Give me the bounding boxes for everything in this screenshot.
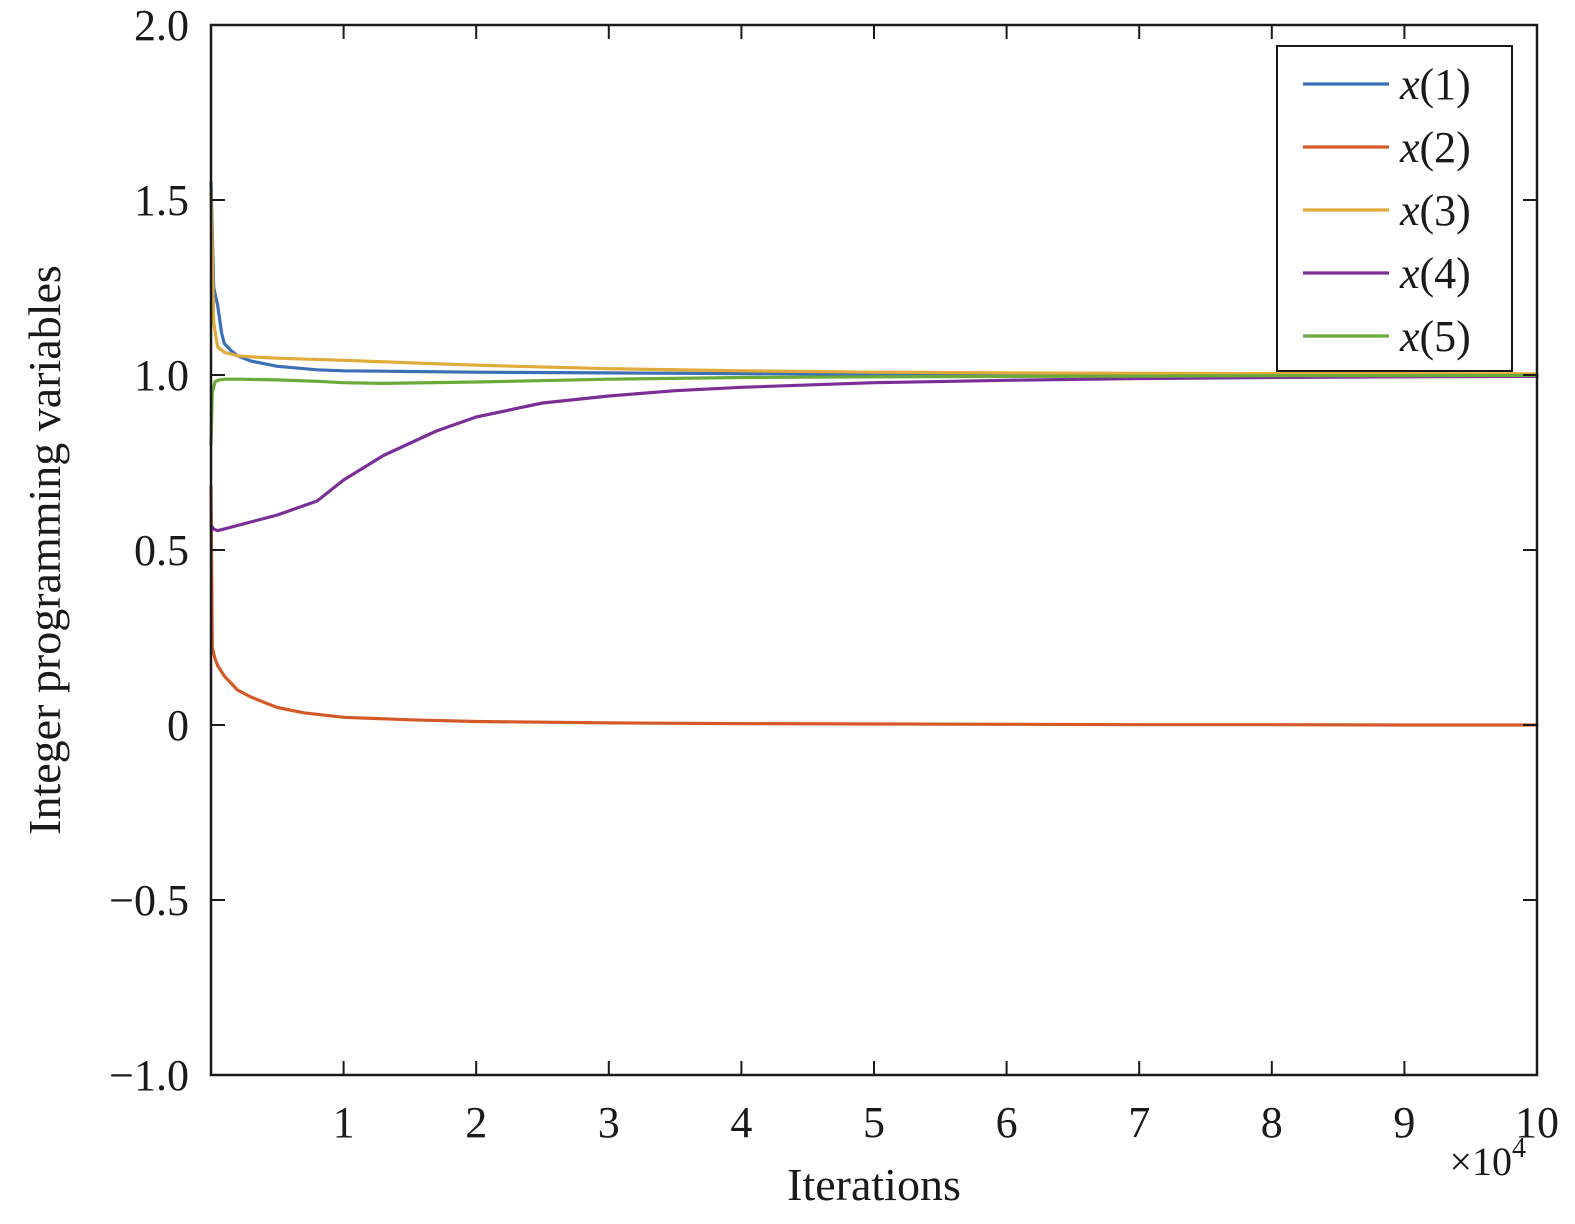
y-tick-label: 0.5 xyxy=(134,526,189,575)
legend-entry-x3: x(3) xyxy=(1303,186,1471,235)
x-tick-label: 8 xyxy=(1261,1098,1283,1147)
legend-entry-x5: x(5) xyxy=(1303,312,1471,361)
x-tick-label: 6 xyxy=(996,1098,1018,1147)
y-tick-label: 2.0 xyxy=(134,1,189,50)
legend-label: x(4) xyxy=(1399,249,1471,298)
x-tick-label: 1 xyxy=(333,1098,355,1147)
x-tick-label: 3 xyxy=(598,1098,620,1147)
y-tick-label: −1.0 xyxy=(109,1051,189,1100)
x-axis-multiplier-exponent: 4 xyxy=(1512,1133,1526,1164)
legend-label: x(2) xyxy=(1399,123,1471,172)
y-axis-title: Integer programming variables xyxy=(19,265,70,835)
x-axis-multiplier-base: ×10 xyxy=(1449,1139,1512,1184)
series-line-x4 xyxy=(209,374,1539,533)
ticks-layer: 1 2 3 4 5 6 7 8 9 10 −1.0 −0.5 0 0.5 1.0 1.5 2.0 xyxy=(109,1,1559,1147)
x-tick-label: 5 xyxy=(863,1098,885,1147)
x-axis-multiplier: ×104 xyxy=(1449,1133,1526,1184)
y-tick-label: 1.5 xyxy=(134,176,189,225)
x-tick-label: 10 xyxy=(1515,1098,1559,1147)
series-line-x5 xyxy=(209,373,1539,447)
series-line-x3 xyxy=(209,191,1539,376)
series-line-x2 xyxy=(209,485,1539,727)
x-tick-label: 2 xyxy=(465,1098,487,1147)
y-tick-label: 1.0 xyxy=(134,351,189,400)
legend-label: x(1) xyxy=(1399,60,1471,109)
x-axis-title: Iterations xyxy=(787,1159,961,1210)
x-tick-label: 4 xyxy=(730,1098,752,1147)
x-tick-label: 9 xyxy=(1393,1098,1415,1147)
legend-entry-x4: x(4) xyxy=(1303,249,1471,298)
x-tick-label: 7 xyxy=(1128,1098,1150,1147)
y-tick-label: −0.5 xyxy=(109,876,189,925)
series-layer xyxy=(209,180,1539,727)
y-tick-label: 0 xyxy=(167,701,189,750)
legend-entry-x2: x(2) xyxy=(1303,123,1471,172)
legend-label: x(5) xyxy=(1399,312,1471,361)
legend: x(1) x(2) x(3) x(4) x(5) xyxy=(1276,45,1513,372)
legend-entry-x1: x(1) xyxy=(1303,60,1471,109)
legend-label: x(3) xyxy=(1399,186,1471,235)
legend-entries: x(1) x(2) x(3) x(4) x(5) xyxy=(1303,60,1471,361)
